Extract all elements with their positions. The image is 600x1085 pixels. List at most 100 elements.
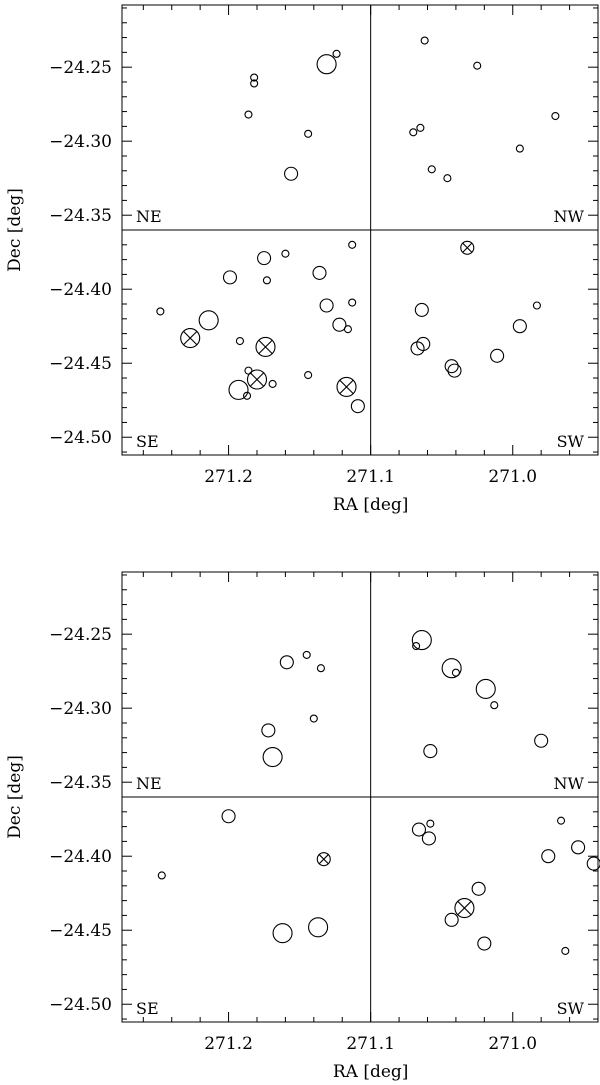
data-point: [348, 298, 357, 307]
data-point: [304, 129, 313, 138]
data-point: [444, 912, 459, 927]
data-point: [244, 110, 253, 119]
data-point: [420, 36, 429, 45]
x-tick-label: 271.2: [204, 1034, 253, 1054]
data-point: [316, 54, 337, 75]
data-point: [244, 366, 253, 375]
data-point: [447, 363, 462, 378]
data-point: [316, 852, 331, 867]
data-point: [423, 744, 438, 759]
data-point: [261, 723, 276, 738]
data-point: [262, 746, 283, 768]
data-point: [343, 325, 352, 334]
data-point: [222, 270, 238, 285]
y-tick-label: −24.45: [49, 921, 112, 941]
data-point: [443, 174, 452, 183]
data-point: [409, 128, 418, 137]
data-point: [561, 946, 570, 955]
data-point-cross: [258, 339, 273, 355]
data-point: [350, 399, 365, 414]
data-point: [410, 341, 425, 356]
y-tick-label: −24.50: [49, 428, 112, 448]
data-point: [427, 165, 436, 174]
data-point: [512, 319, 527, 334]
quadrant-label-ne: NE: [136, 207, 162, 226]
data-point-cross: [457, 900, 472, 916]
data-point: [444, 359, 459, 374]
data-point: [473, 61, 482, 70]
data-point: [180, 328, 201, 349]
data-point: [411, 822, 427, 837]
data-point: [534, 733, 549, 748]
data-point: [490, 348, 505, 363]
data-point: [416, 123, 425, 132]
x-axis-label: RA [deg]: [333, 495, 409, 515]
y-tick-label: −24.50: [49, 995, 112, 1015]
data-point: [557, 816, 566, 825]
data-point: [475, 678, 496, 699]
y-axis-label: Dec [deg]: [5, 755, 25, 839]
data-point: [541, 849, 556, 864]
y-tick-label: −24.30: [49, 699, 112, 719]
data-point: [250, 73, 259, 82]
x-tick-label: 271.2: [204, 467, 253, 487]
quadrant-label-ne: NE: [136, 774, 162, 793]
data-point: [416, 336, 431, 352]
y-tick-label: −24.45: [49, 354, 112, 374]
x-tick-label: 271.0: [488, 1034, 537, 1054]
data-point: [421, 831, 436, 846]
data-point: [490, 701, 499, 710]
data-point-cross: [339, 379, 354, 395]
data-point: [268, 379, 277, 388]
data-point: [242, 391, 252, 400]
quadrant-label-nw: NW: [554, 207, 585, 226]
data-point: [586, 856, 600, 871]
bottom-panel: −24.25 −24.30 −24.35 −24.40 −24.45 −24.50 271.…: [5, 571, 600, 1082]
data-point: [250, 79, 259, 88]
data-point: [454, 897, 475, 919]
data-point: [235, 336, 244, 346]
y-tick-label: −24.35: [49, 206, 112, 226]
data-point: [411, 630, 432, 651]
data-point: [255, 336, 276, 357]
data-point: [571, 840, 586, 855]
y-tick-label: −24.40: [49, 847, 112, 867]
data-point: [460, 240, 475, 255]
data-point: [246, 369, 268, 390]
data-point-cross: [183, 330, 198, 346]
data-point: [156, 307, 165, 316]
data-point: [551, 111, 560, 121]
data-point: [312, 265, 327, 280]
y-tick-label: −24.25: [49, 58, 112, 78]
data-point: [281, 249, 290, 258]
quadrant-label-se: SE: [136, 432, 159, 451]
x-axis-label: RA [deg]: [333, 1062, 409, 1082]
quadrant-label-sw: SW: [557, 432, 585, 451]
x-tick-label: 271.1: [346, 1034, 395, 1054]
data-point: [279, 655, 294, 670]
top-panel: −24.25 −24.30 −24.35 −24.40 −24.45 −24.50 271.…: [5, 4, 599, 515]
data-point: [515, 144, 524, 153]
data-point: [198, 310, 219, 331]
data-point: [316, 664, 325, 673]
x-tick-label: 271.0: [488, 467, 537, 487]
data-point: [348, 240, 357, 249]
data-point: [221, 809, 236, 824]
data-point: [441, 658, 462, 679]
data-point: [477, 936, 492, 951]
data-point: [471, 881, 486, 896]
data-point: [309, 714, 318, 723]
y-axis-label: Dec [deg]: [5, 188, 25, 272]
data-point: [262, 276, 271, 285]
y-tick-label: −24.30: [49, 132, 112, 152]
data-point: [308, 917, 329, 938]
data-point: [284, 166, 299, 181]
quadrant-label-nw: NW: [554, 774, 585, 793]
quadrant-label-sw: SW: [557, 999, 585, 1018]
data-point: [414, 302, 429, 317]
data-point: [532, 301, 541, 310]
data-point-cross: [249, 372, 265, 387]
y-tick-label: −24.40: [49, 280, 112, 300]
data-point-cross: [462, 242, 473, 253]
